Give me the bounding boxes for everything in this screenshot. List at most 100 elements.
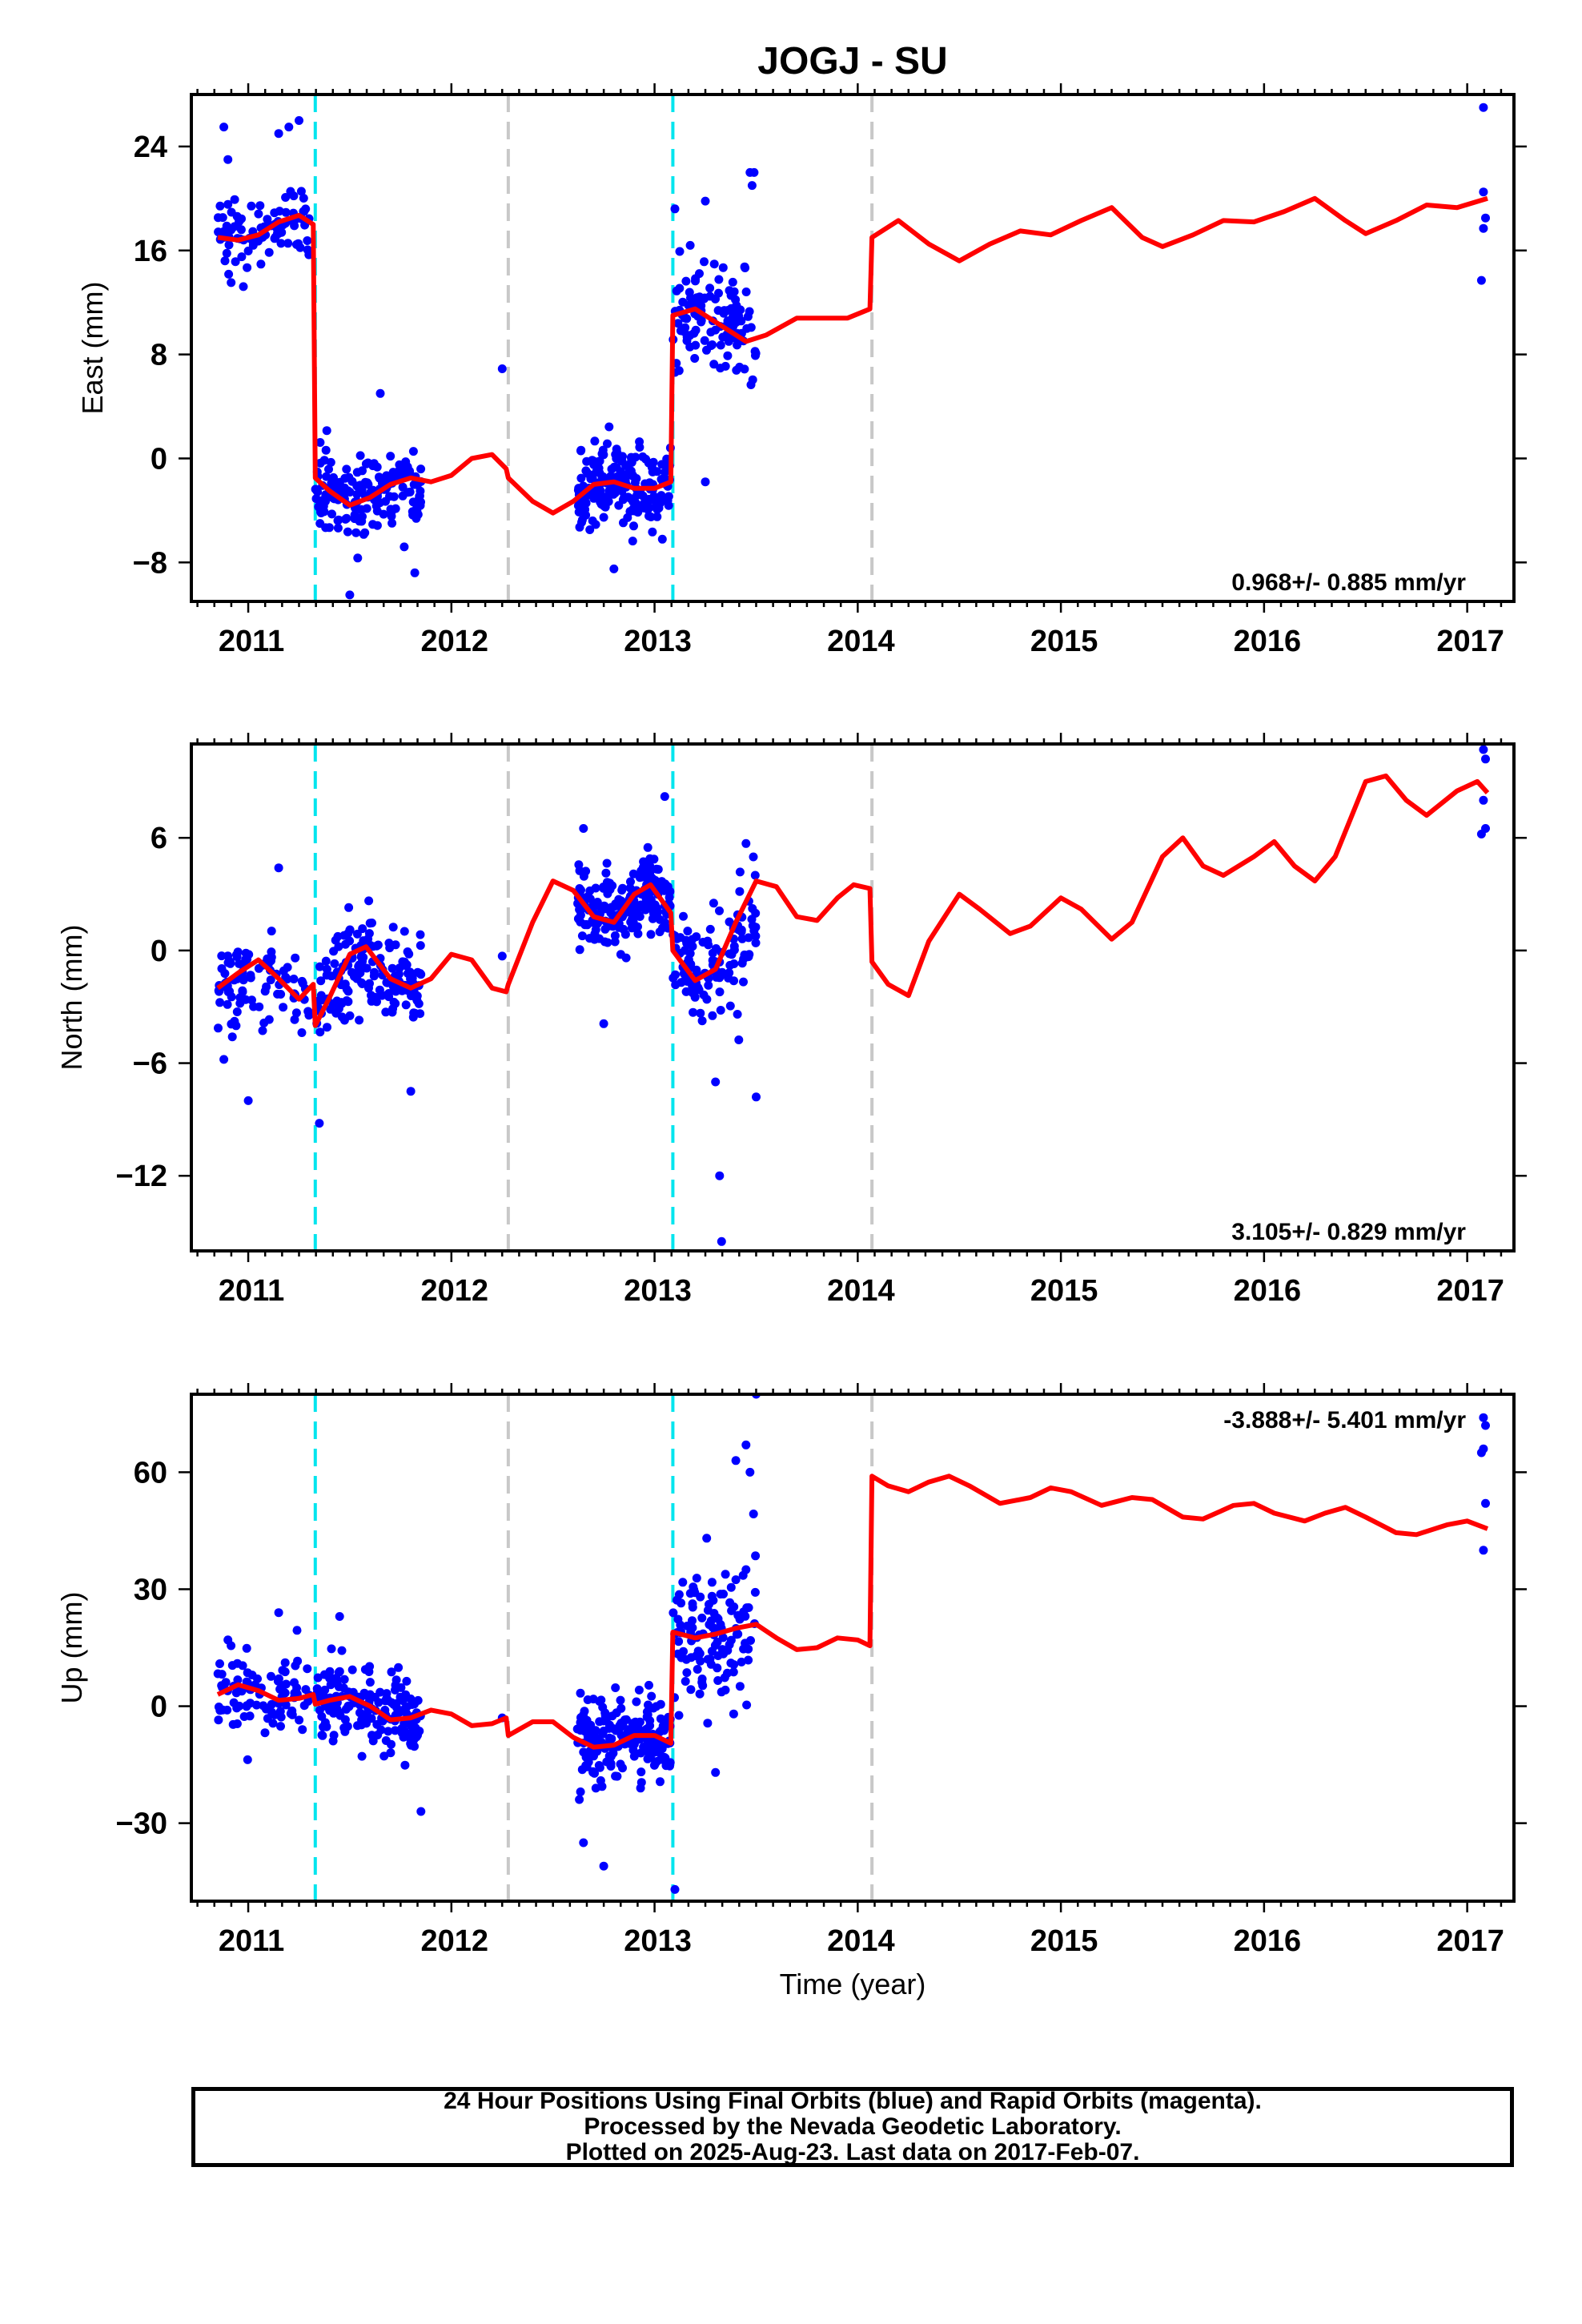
data-point	[233, 1659, 242, 1668]
data-point	[695, 292, 705, 302]
up-panel: 2011 2012 2013 2014 2015 2016 2017 −30 0 30 60 Up (…	[55, 1383, 1527, 1958]
data-point	[751, 938, 761, 947]
data-point	[624, 460, 633, 469]
data-point	[335, 1667, 344, 1676]
data-point	[581, 466, 591, 476]
data-point	[1479, 1413, 1488, 1422]
data-point	[681, 323, 690, 332]
data-point	[711, 1077, 721, 1087]
data-point	[741, 1440, 751, 1449]
data-point	[402, 961, 411, 971]
data-point	[631, 1717, 640, 1727]
data-point	[351, 528, 361, 537]
data-point	[646, 513, 656, 521]
data-point	[616, 1695, 625, 1705]
y-tick-label: 0	[151, 1691, 167, 1724]
data-point	[400, 465, 410, 475]
data-point	[303, 1007, 313, 1016]
data-point	[665, 893, 674, 903]
data-point	[335, 477, 344, 487]
data-point	[599, 1861, 608, 1871]
data-point	[601, 868, 611, 878]
data-point	[646, 895, 656, 905]
data-point	[705, 283, 715, 293]
data-point	[731, 1456, 741, 1466]
data-point	[626, 877, 635, 887]
data-point	[610, 931, 620, 940]
data-point	[387, 1739, 396, 1749]
data-point	[682, 1668, 692, 1678]
data-point	[595, 1717, 604, 1727]
x-tick-label: 2016	[1234, 1924, 1302, 1958]
data-point	[290, 1015, 299, 1024]
data-point	[603, 439, 612, 448]
data-point	[1479, 187, 1488, 197]
data-point	[416, 1807, 426, 1816]
x-tick-label: 2017	[1436, 625, 1504, 658]
data-point	[618, 1720, 628, 1730]
data-point	[597, 1782, 607, 1791]
data-point	[617, 486, 627, 496]
data-point	[329, 1731, 339, 1740]
data-point	[709, 360, 719, 369]
data-point	[332, 1679, 342, 1688]
data-point	[322, 492, 331, 501]
data-point	[709, 259, 719, 269]
data-point	[231, 257, 240, 267]
data-point	[358, 956, 367, 966]
data-point	[674, 366, 684, 376]
data-point	[697, 1613, 707, 1622]
data-point	[259, 1018, 269, 1027]
data-point	[219, 123, 229, 132]
data-point	[652, 903, 662, 913]
data-point	[394, 1663, 404, 1672]
data-point	[591, 925, 600, 935]
data-point	[275, 1684, 285, 1694]
data-point	[674, 1637, 684, 1647]
data-point	[741, 263, 750, 272]
figure-title: JOGJ - SU	[757, 40, 947, 82]
data-point	[616, 1731, 626, 1740]
data-point	[297, 976, 307, 986]
data-point	[729, 1667, 738, 1677]
data-point	[709, 899, 718, 908]
data-point	[1479, 103, 1488, 112]
data-point	[367, 1731, 376, 1740]
data-point	[628, 869, 638, 879]
data-point	[693, 1647, 703, 1656]
data-point	[730, 308, 740, 318]
data-point	[281, 1700, 291, 1710]
data-point	[645, 1751, 655, 1761]
data-point	[384, 989, 394, 998]
data-point	[321, 956, 331, 966]
data-point	[497, 364, 507, 373]
data-point	[693, 1665, 702, 1674]
data-point	[353, 553, 363, 563]
data-point	[749, 167, 759, 177]
data-point	[223, 999, 232, 1009]
data-point	[287, 1706, 297, 1715]
data-point	[616, 896, 625, 906]
data-point	[1481, 213, 1490, 223]
data-point	[713, 1651, 723, 1660]
data-point	[297, 1028, 307, 1037]
data-point	[271, 232, 280, 242]
data-point	[745, 950, 754, 959]
data-point	[235, 1701, 244, 1711]
data-point	[214, 227, 223, 237]
data-point	[686, 1685, 696, 1695]
data-point	[619, 924, 628, 934]
data-point	[264, 247, 274, 257]
plot-area	[214, 94, 1490, 601]
data-point	[748, 904, 757, 913]
data-point	[749, 852, 758, 862]
data-point	[303, 1664, 312, 1674]
data-point	[315, 458, 325, 468]
data-point	[716, 1590, 725, 1599]
data-point	[649, 1760, 659, 1770]
data-point	[389, 1699, 399, 1709]
data-point	[735, 867, 745, 877]
data-point	[723, 351, 733, 360]
data-point	[732, 301, 741, 310]
data-point	[742, 1603, 752, 1613]
